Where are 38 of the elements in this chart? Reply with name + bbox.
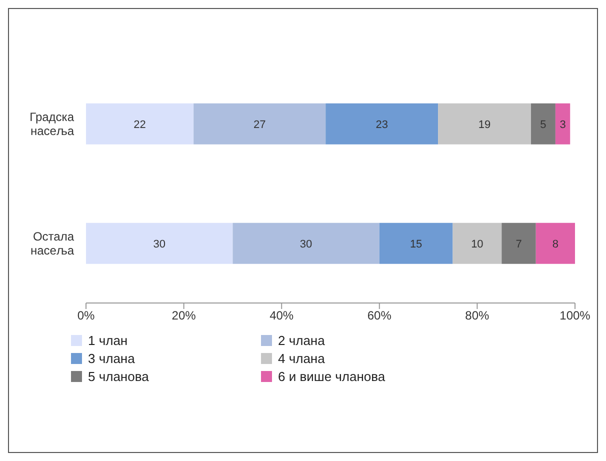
legend-label: 4 члана — [278, 351, 325, 366]
data-label: 7 — [516, 238, 522, 250]
legend-label: 3 члана — [88, 351, 135, 366]
bar — [502, 222, 536, 264]
data-label: 10 — [471, 238, 484, 250]
x-tick-label: 80% — [465, 308, 490, 323]
bar — [86, 222, 233, 264]
bar — [379, 222, 453, 264]
data-label: 30 — [153, 238, 166, 250]
bar — [86, 103, 194, 144]
data-label: 19 — [478, 118, 491, 131]
bar — [194, 103, 326, 144]
x-tick-label: 20% — [172, 308, 196, 323]
bar — [438, 103, 531, 144]
data-label: 8 — [552, 238, 559, 250]
legend-label: 1 члан — [88, 333, 128, 348]
data-label: 22 — [134, 118, 146, 131]
x-tick-label: 100% — [560, 308, 591, 323]
x-tick-label: 40% — [270, 308, 294, 323]
y-tick-label: Градска насеља — [30, 110, 74, 138]
bar — [232, 222, 380, 264]
bar — [530, 103, 556, 144]
legend-label: 6 и више чланова — [278, 369, 386, 384]
data-label: 5 — [540, 118, 546, 131]
legend-label: 5 чланова — [88, 369, 149, 384]
legend-label: 2 члана — [278, 333, 325, 348]
data-label: 15 — [410, 238, 422, 250]
bar — [536, 222, 575, 264]
data-label: 30 — [300, 238, 312, 250]
bar — [326, 103, 438, 144]
data-label: 3 — [560, 118, 566, 131]
x-tick-label: 60% — [367, 308, 392, 323]
y-tick-label: Остала насеља — [30, 229, 74, 258]
data-label: 27 — [253, 118, 266, 131]
x-tick-label: 0% — [77, 308, 95, 323]
data-label: 23 — [376, 118, 388, 131]
bar — [555, 103, 570, 144]
bar — [452, 222, 502, 264]
